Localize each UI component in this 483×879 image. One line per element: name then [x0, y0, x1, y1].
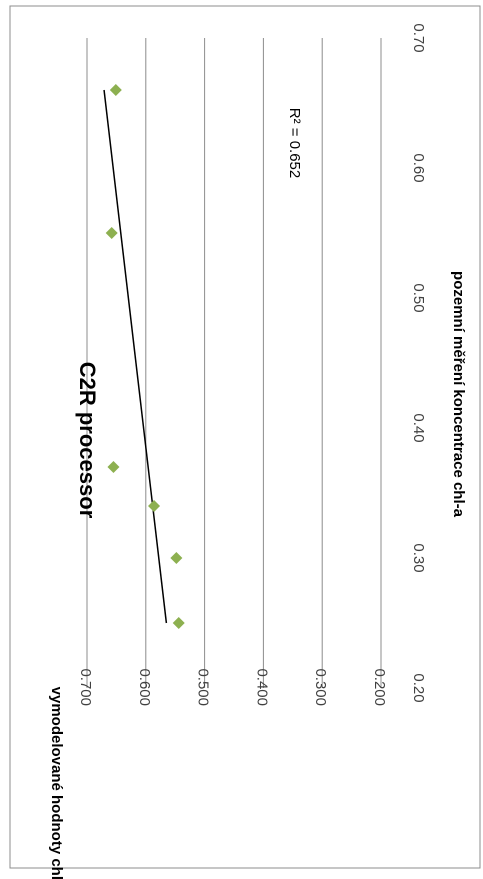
x-tick-label: 0.40	[410, 413, 427, 442]
x-tick-labels: 0.20 0.30 0.40 0.50 0.60 0.70	[410, 23, 427, 702]
data-point	[107, 461, 120, 473]
data-points	[105, 84, 185, 629]
trendline	[103, 89, 168, 624]
x-tick-label: 0.20	[410, 673, 427, 702]
x-tick-label: 0.30	[410, 543, 427, 572]
chart-title: C2R processor	[75, 362, 100, 519]
chart-frame	[9, 5, 481, 869]
r-squared-label: R² = 0.652	[286, 108, 303, 178]
data-point	[172, 617, 185, 629]
y-tick-label: 0.300	[312, 668, 329, 706]
data-point	[170, 552, 183, 564]
x-tick-label: 0.70	[410, 23, 427, 52]
x-axis-label: pozemní měření koncentrace chl-a	[450, 271, 467, 518]
gridlines	[145, 38, 382, 688]
data-point	[148, 500, 161, 512]
y-axis-label: vymodelované hodnoty chl-a	[48, 687, 65, 879]
x-tick-label: 0.60	[410, 153, 427, 182]
y-tick-label: 0.500	[195, 668, 212, 706]
y-tick-label: 0.400	[253, 668, 270, 706]
data-point	[105, 227, 118, 239]
y-tick-labels: 0.200 0.300 0.400 0.500 0.600 0.700	[77, 668, 388, 706]
y-tick-label: 0.700	[77, 668, 94, 706]
x-tick-label: 0.50	[410, 283, 427, 312]
y-tick-label: 0.600	[136, 668, 153, 706]
y-tick-label: 0.200	[371, 668, 388, 706]
data-point	[109, 84, 122, 96]
